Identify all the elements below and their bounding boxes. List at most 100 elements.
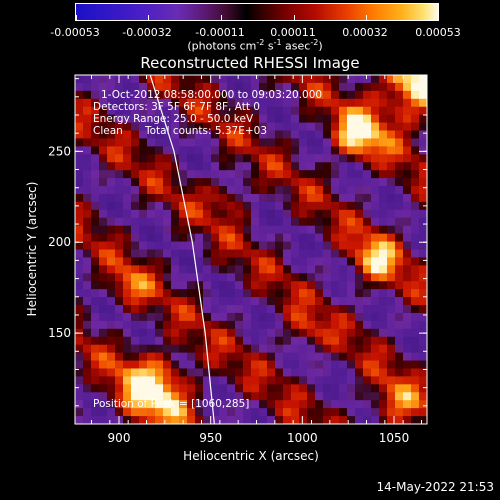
heatmap-cell xyxy=(99,201,108,211)
heatmap-cell xyxy=(419,320,427,330)
heatmap-cell xyxy=(339,305,348,314)
heatmap-cell xyxy=(323,106,332,116)
heatmap-cell xyxy=(227,225,236,235)
heatmap-cell xyxy=(355,416,364,424)
heatmap-cell xyxy=(139,392,148,401)
heatmap-cell xyxy=(139,408,148,417)
heatmap-cell xyxy=(395,98,404,108)
heatmap-cell xyxy=(419,297,427,306)
heatmap-cell xyxy=(163,320,172,330)
heatmap-cell xyxy=(355,281,364,290)
heatmap-cell xyxy=(107,312,116,322)
heatmap-cell xyxy=(307,90,316,100)
tick-label: 900 xyxy=(108,431,131,445)
heatmap-cell xyxy=(347,392,356,401)
heatmap-cell xyxy=(171,368,180,378)
heatmap-cell xyxy=(363,265,372,274)
heatmap-cell xyxy=(243,416,252,424)
heatmap-cell xyxy=(235,186,244,195)
heatmap-cell xyxy=(99,193,108,203)
heatmap-cell xyxy=(131,114,140,124)
heatmap-cell xyxy=(387,114,396,124)
heatmap-cell xyxy=(147,281,156,290)
heatmap-cell xyxy=(299,98,308,108)
heatmap-cell xyxy=(187,209,196,219)
heatmap-cell xyxy=(267,90,276,100)
heatmap-cell xyxy=(347,344,356,354)
heatmap-cell xyxy=(283,114,292,124)
heatmap-cell xyxy=(203,162,212,171)
heatmap-cell xyxy=(347,170,356,179)
heatmap-cell xyxy=(403,225,412,235)
heatmap-cell xyxy=(243,193,252,203)
heatmap-cell xyxy=(131,146,140,155)
heatmap-cell xyxy=(387,217,396,227)
heatmap-cell xyxy=(187,400,196,409)
heatmap-cell xyxy=(371,186,380,195)
tick-label: 1050 xyxy=(379,431,410,445)
heatmap-cell xyxy=(219,170,228,179)
heatmap-cell xyxy=(139,130,148,140)
heatmap-cell xyxy=(99,336,108,346)
heatmap-cell xyxy=(307,138,316,147)
unit-exponent: -2 xyxy=(310,38,319,47)
heatmap-cell xyxy=(203,297,212,306)
heatmap-cell xyxy=(211,146,220,155)
heatmap-cell xyxy=(267,249,276,259)
heatmap-cell xyxy=(323,328,332,338)
heatmap-cell xyxy=(395,408,404,417)
heatmap-cell xyxy=(187,170,196,179)
heatmap-cell xyxy=(147,201,156,211)
heatmap-cell xyxy=(395,130,404,140)
heatmap-cell xyxy=(147,233,156,243)
heatmap-cell xyxy=(203,273,212,282)
heatmap-cell xyxy=(75,98,84,108)
heatmap-cell xyxy=(363,98,372,108)
heatmap-cell xyxy=(267,320,276,330)
heatmap-cell xyxy=(339,257,348,266)
heatmap-cell xyxy=(171,233,180,243)
heatmap-cell xyxy=(275,416,284,424)
heatmap-cell xyxy=(123,273,132,282)
heatmap-cell xyxy=(307,336,316,346)
heatmap-cell xyxy=(227,281,236,290)
heatmap-cell xyxy=(323,162,332,171)
heatmap-cell xyxy=(195,265,204,274)
heatmap-cell xyxy=(131,281,140,290)
heatmap-cell xyxy=(203,257,212,266)
heatmap-cell xyxy=(379,114,388,124)
heatmap-cell xyxy=(123,392,132,401)
heatmap-cell xyxy=(243,233,252,243)
heatmap-cell xyxy=(339,265,348,274)
heatmap-cell xyxy=(171,193,180,203)
heatmap-cell xyxy=(291,241,300,251)
heatmap-cell xyxy=(75,122,84,132)
heatmap-cell xyxy=(115,265,124,274)
heatmap-cell xyxy=(203,360,212,370)
heatmap-cell xyxy=(251,209,260,219)
heatmap-cell xyxy=(211,265,220,274)
heatmap-cell xyxy=(107,122,116,132)
heatmap-cell xyxy=(91,352,100,362)
heatmap-cell xyxy=(267,201,276,211)
heatmap-cell xyxy=(403,106,412,116)
heatmap-cell xyxy=(235,257,244,266)
heatmap-cell xyxy=(83,130,92,140)
heatmap-cell xyxy=(403,281,412,290)
heatmap-cell xyxy=(307,225,316,235)
heatmap-cell xyxy=(139,249,148,259)
heatmap-cell xyxy=(323,416,332,424)
heatmap-cell xyxy=(219,336,228,346)
heatmap-cell xyxy=(331,90,340,100)
heatmap-cell xyxy=(291,217,300,227)
heatmap-cell xyxy=(187,384,196,393)
heatmap-cell xyxy=(131,328,140,338)
heatmap-cell xyxy=(387,122,396,132)
heatmap-cell xyxy=(403,154,412,163)
heatmap-cell xyxy=(315,178,324,187)
heatmap-cell xyxy=(139,82,148,92)
heatmap-cell xyxy=(315,154,324,163)
heatmap-cell xyxy=(83,170,92,179)
heatmap-cell xyxy=(251,281,260,290)
heatmap-cell xyxy=(163,90,172,100)
